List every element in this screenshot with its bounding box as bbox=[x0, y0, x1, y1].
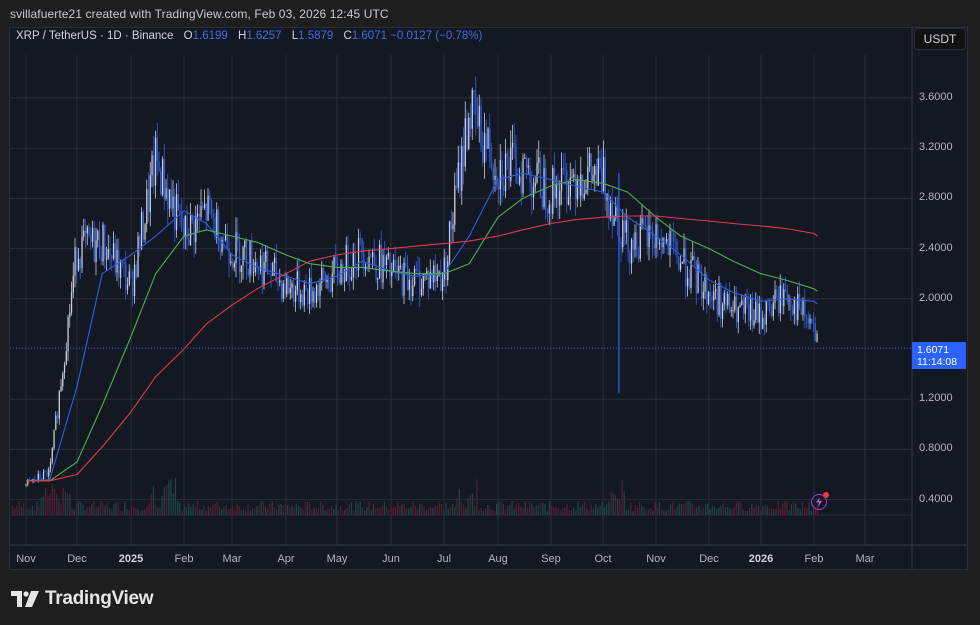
time-tick: Feb bbox=[804, 553, 824, 565]
time-tick: May bbox=[326, 553, 348, 565]
last-price-badge: 1.6071 11:14:08 bbox=[912, 342, 966, 369]
high-label: H bbox=[238, 30, 247, 42]
lightning-bolt-icon[interactable] bbox=[811, 492, 829, 510]
currency-unit-button[interactable]: USDT bbox=[914, 28, 966, 50]
time-tick: Mar bbox=[855, 553, 875, 565]
time-tick: Aug bbox=[488, 553, 508, 565]
price-tick: 0.4000 bbox=[919, 492, 953, 505]
time-tick: Mar bbox=[222, 553, 242, 565]
brand-name: TradingView bbox=[45, 588, 154, 609]
low-label: L bbox=[291, 30, 299, 42]
time-tick: Oct bbox=[594, 553, 612, 565]
last-price-value: 1.6071 bbox=[917, 344, 950, 356]
close-label: C bbox=[343, 30, 352, 42]
low-value: 1.5879 bbox=[298, 30, 334, 42]
chart-credit: svillafuerte21 created with TradingView.… bbox=[10, 7, 389, 21]
price-tick: 0.8000 bbox=[919, 442, 953, 455]
symbol-name[interactable]: XRP / TetherUS · 1D · Binance bbox=[16, 30, 174, 42]
price-tick: 2.4000 bbox=[919, 241, 953, 254]
time-tick: 2026 bbox=[748, 553, 774, 565]
price-tick: 2.0000 bbox=[919, 291, 953, 304]
time-tick: Nov bbox=[16, 553, 36, 565]
time-tick: Jul bbox=[436, 553, 452, 565]
time-tick: Dec bbox=[699, 553, 719, 565]
open-value: 1.6199 bbox=[192, 30, 228, 42]
price-tick: 3.6000 bbox=[919, 91, 953, 103]
time-tick: Jun bbox=[382, 553, 400, 565]
time-tick: Feb bbox=[174, 553, 194, 565]
high-value: 1.6257 bbox=[246, 30, 282, 42]
change-value: −0.0127 (−0.78%) bbox=[390, 30, 483, 42]
tradingview-logo-icon bbox=[11, 591, 39, 607]
bar-countdown: 11:14:08 bbox=[917, 356, 958, 368]
time-tick: Nov bbox=[646, 553, 666, 565]
tradingview-brand: TradingView bbox=[11, 588, 154, 610]
close-value: 1.6071 bbox=[351, 30, 387, 42]
symbol-legend: XRP / TetherUS · 1D · Binance O1.6199 H1… bbox=[16, 30, 482, 42]
price-tick: 1.2000 bbox=[919, 392, 953, 405]
notification-dot bbox=[823, 492, 829, 498]
time-tick: Apr bbox=[277, 553, 295, 565]
open-label: O bbox=[183, 30, 193, 42]
price-tick: 2.8000 bbox=[919, 191, 953, 204]
time-tick: 2025 bbox=[118, 553, 144, 565]
time-tick: Dec bbox=[67, 553, 87, 565]
time-tick: Sep bbox=[541, 553, 561, 565]
price-tick: 3.2000 bbox=[919, 141, 953, 154]
